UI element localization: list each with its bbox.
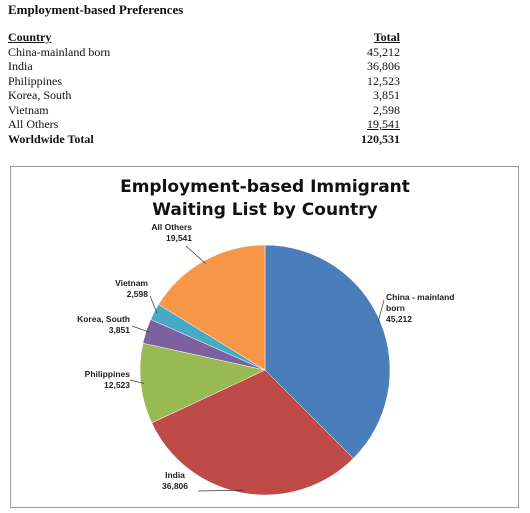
- slice-label: Vietnam 2,598: [88, 278, 148, 300]
- chart-title: Employment-based Immigrant Waiting List …: [120, 177, 410, 220]
- table-row: All Others 19,541: [8, 117, 400, 132]
- pie-slice: [158, 244, 266, 371]
- country-cell: Korea, South: [8, 88, 72, 102]
- slice-label: Philippines 12,523: [70, 369, 130, 391]
- total-cell: 36,806: [367, 59, 400, 73]
- leader-line: [149, 295, 158, 314]
- total-cell: 120,531: [361, 131, 400, 146]
- slice-category: India: [165, 470, 185, 480]
- country-cell: Vietnam: [8, 102, 49, 117]
- leader-line: [377, 299, 385, 324]
- slice-category: Vietnam: [115, 278, 148, 288]
- country-cell: All Others: [8, 117, 59, 131]
- leader-line: [185, 245, 206, 264]
- data-table: Country Total China-mainland born 45,212 I…: [8, 30, 400, 146]
- slice-value: 12,523: [104, 380, 130, 390]
- total-cell: 19,541: [367, 117, 400, 131]
- leader-line: [131, 325, 150, 333]
- table-row: India 36,806: [8, 59, 400, 74]
- slice-label: All Others 19,541: [136, 222, 192, 244]
- section-title: Employment-based Preferences: [8, 2, 184, 17]
- slice-value: 45,212: [386, 314, 412, 324]
- table-row: Vietnam 2,598: [8, 103, 400, 118]
- pie-slice: [151, 369, 354, 496]
- pie-slice: [264, 244, 391, 459]
- total-cell: 45,212: [367, 44, 400, 59]
- total-cell: 3,851: [373, 88, 400, 102]
- slice-label: Korea, South 3,851: [58, 314, 130, 336]
- chart-frame: [10, 166, 519, 508]
- table-row: Korea, South 3,851: [8, 88, 400, 103]
- column-header: Total: [373, 30, 400, 44]
- pie-slice: [139, 342, 266, 424]
- total-cell: 12,523: [367, 73, 400, 88]
- table-row: China-mainland born 45,212: [8, 45, 400, 60]
- country-cell: China-mainland born: [8, 44, 111, 59]
- table-row: Philippines 12,523: [8, 74, 400, 89]
- slice-label: India 36,806: [150, 470, 200, 492]
- column-header: Country: [8, 30, 52, 44]
- slice-label: China - mainland born 45,212: [386, 292, 466, 325]
- leader-line: [197, 489, 244, 492]
- total-row: Worldwide Total 120,531: [8, 132, 400, 147]
- country-cell: India: [8, 59, 33, 73]
- country-cell: Worldwide Total: [8, 131, 94, 146]
- slice-category: China - mainland born: [386, 292, 455, 313]
- slice-category: Korea, South: [77, 314, 130, 324]
- leader-line: [129, 379, 144, 384]
- country-cell: Philippines: [8, 73, 63, 88]
- total-cell: 2,598: [373, 102, 400, 117]
- slice-value: 19,541: [166, 233, 192, 243]
- slice-value: 36,806: [162, 481, 188, 491]
- slice-value: 3,851: [108, 325, 130, 335]
- slice-category: All Others: [151, 222, 192, 232]
- slice-value: 2,598: [126, 289, 148, 299]
- slice-category: Philippines: [84, 369, 130, 379]
